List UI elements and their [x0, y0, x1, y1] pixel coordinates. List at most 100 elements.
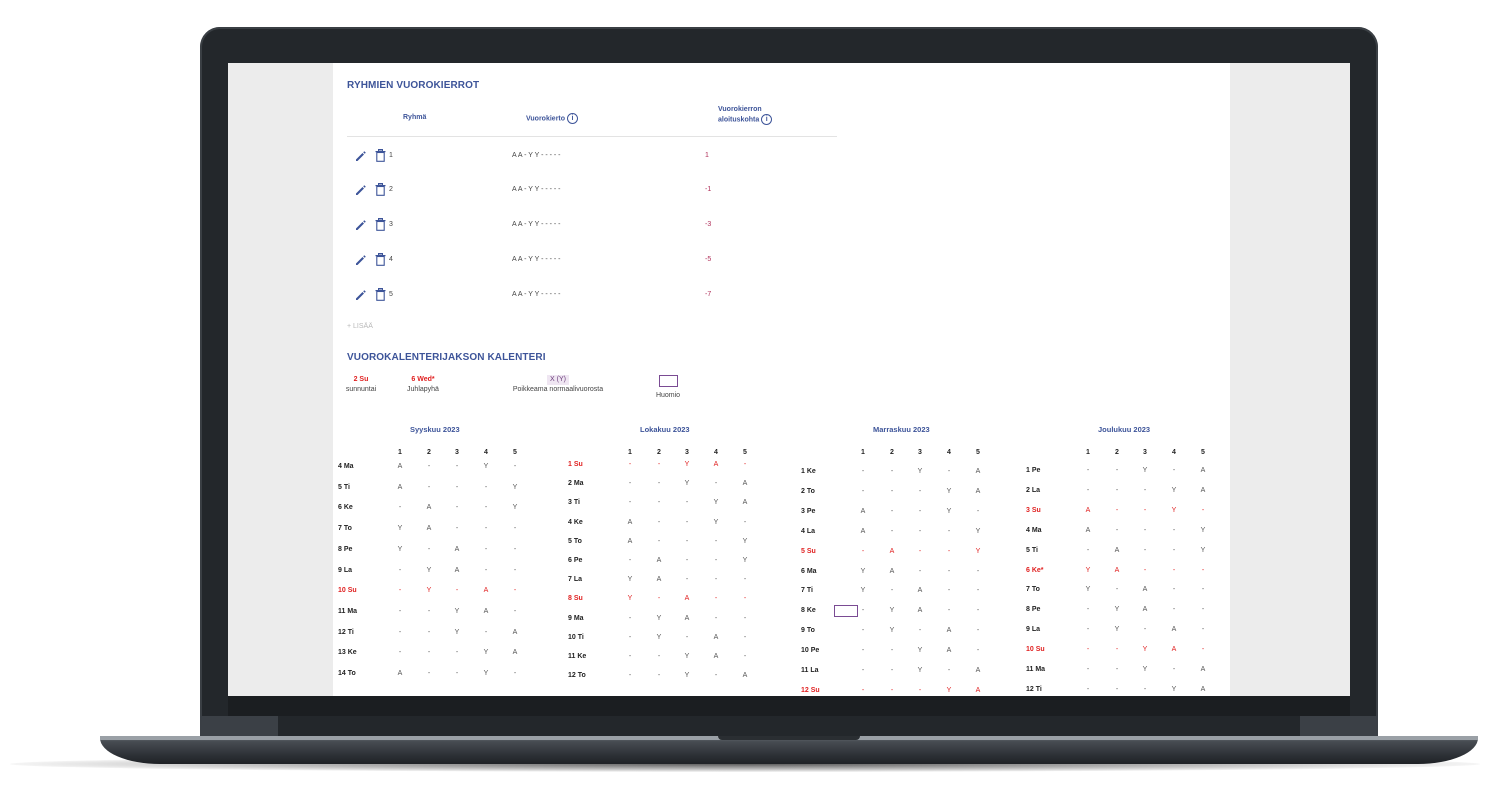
shift-cell[interactable]: -: [976, 507, 980, 515]
shift-cell[interactable]: A: [860, 507, 866, 515]
shift-cell[interactable]: -: [890, 647, 894, 655]
shift-cell[interactable]: -: [976, 607, 980, 615]
shift-cell[interactable]: -: [861, 647, 865, 655]
shift-cell[interactable]: -: [1115, 666, 1119, 673]
shift-cell[interactable]: -: [976, 627, 980, 635]
shift-cell[interactable]: -: [947, 527, 951, 535]
shift-cell[interactable]: -: [947, 547, 951, 555]
shift-cell[interactable]: -: [1143, 546, 1147, 554]
shift-cell[interactable]: -: [484, 566, 488, 574]
shift-cell[interactable]: -: [1143, 486, 1147, 494]
shift-cell[interactable]: -: [657, 499, 661, 507]
shift-cell[interactable]: -: [890, 527, 894, 535]
shift-cell[interactable]: A: [946, 627, 952, 635]
shift-cell[interactable]: -: [714, 480, 718, 488]
shift-cell[interactable]: Y: [426, 587, 432, 595]
shift-cell[interactable]: -: [890, 686, 894, 694]
shift-cell[interactable]: -: [890, 587, 894, 595]
shift-cell[interactable]: A: [1200, 486, 1206, 494]
shift-cell[interactable]: -: [918, 507, 922, 515]
shift-cell[interactable]: -: [484, 628, 488, 636]
shift-cell[interactable]: Y: [454, 628, 460, 636]
shift-cell[interactable]: A: [1114, 566, 1120, 574]
shift-cell[interactable]: A: [1114, 546, 1120, 554]
shift-cell[interactable]: -: [685, 557, 689, 564]
shift-cell[interactable]: -: [1115, 526, 1119, 534]
shift-cell[interactable]: -: [947, 468, 951, 475]
shift-cell[interactable]: -: [657, 480, 661, 488]
shift-cell[interactable]: Y: [713, 499, 719, 507]
shift-cell[interactable]: -: [890, 487, 894, 495]
shift-cell[interactable]: A: [397, 483, 403, 491]
shift-cell[interactable]: -: [1143, 566, 1147, 574]
shift-cell[interactable]: -: [685, 499, 689, 507]
shift-cell[interactable]: A: [684, 614, 690, 622]
shift-cell[interactable]: -: [1086, 685, 1090, 693]
shift-cell[interactable]: A: [1200, 666, 1206, 673]
shift-cell[interactable]: -: [714, 537, 718, 545]
shift-cell[interactable]: -: [1115, 506, 1119, 514]
shift-cell[interactable]: Y: [742, 557, 748, 564]
shift-cell[interactable]: Y: [975, 527, 981, 535]
shift-cell[interactable]: A: [1142, 586, 1148, 594]
shift-cell[interactable]: A: [627, 518, 633, 526]
shift-cell[interactable]: Y: [627, 576, 633, 584]
shift-cell[interactable]: Y: [483, 649, 489, 657]
shift-cell[interactable]: A: [1171, 646, 1177, 654]
shift-cell[interactable]: Y: [1171, 685, 1177, 693]
shift-cell[interactable]: -: [427, 628, 431, 636]
shift-cell[interactable]: -: [628, 461, 632, 468]
shift-cell[interactable]: A: [713, 633, 719, 641]
shift-cell[interactable]: -: [513, 566, 517, 574]
shift-cell[interactable]: Y: [483, 463, 489, 470]
shift-cell[interactable]: A: [1200, 685, 1206, 693]
shift-cell[interactable]: -: [714, 672, 718, 680]
shift-cell[interactable]: -: [890, 667, 894, 674]
shift-cell[interactable]: A: [889, 547, 895, 555]
shift-cell[interactable]: -: [1172, 666, 1176, 673]
shift-cell[interactable]: -: [743, 614, 747, 622]
shift-cell[interactable]: A: [713, 461, 719, 468]
shift-cell[interactable]: A: [684, 595, 690, 603]
shift-cell[interactable]: Y: [684, 480, 690, 488]
shift-cell[interactable]: -: [714, 557, 718, 564]
shift-cell[interactable]: A: [454, 566, 460, 574]
shift-cell[interactable]: -: [455, 463, 459, 470]
shift-cell[interactable]: -: [918, 567, 922, 575]
shift-cell[interactable]: -: [513, 607, 517, 615]
shift-cell[interactable]: -: [743, 633, 747, 641]
shift-cell[interactable]: -: [947, 587, 951, 595]
shift-cell[interactable]: -: [1172, 526, 1176, 534]
shift-cell[interactable]: Y: [684, 672, 690, 680]
shift-cell[interactable]: -: [657, 595, 661, 603]
shift-cell[interactable]: -: [657, 672, 661, 680]
shift-cell[interactable]: -: [427, 483, 431, 491]
shift-cell[interactable]: -: [1172, 546, 1176, 554]
shift-cell[interactable]: -: [427, 649, 431, 657]
shift-cell[interactable]: Y: [483, 670, 489, 677]
shift-cell[interactable]: Y: [684, 653, 690, 660]
shift-cell[interactable]: -: [685, 518, 689, 526]
shift-cell[interactable]: Y: [1142, 646, 1148, 654]
shift-cell[interactable]: -: [861, 547, 865, 555]
shift-cell[interactable]: Y: [454, 607, 460, 615]
shift-cell[interactable]: -: [743, 461, 747, 468]
shift-cell[interactable]: -: [1201, 606, 1205, 614]
shift-cell[interactable]: -: [628, 499, 632, 507]
shift-cell[interactable]: -: [1201, 506, 1205, 514]
info-icon[interactable]: i: [567, 113, 579, 124]
shift-cell[interactable]: -: [1201, 646, 1205, 654]
shift-cell[interactable]: A: [742, 672, 748, 680]
shift-cell[interactable]: -: [947, 607, 951, 615]
shift-cell[interactable]: -: [685, 576, 689, 584]
shift-cell[interactable]: -: [455, 525, 459, 533]
shift-cell[interactable]: -: [976, 647, 980, 655]
shift-cell[interactable]: A: [656, 576, 662, 584]
shift-cell[interactable]: -: [513, 587, 517, 595]
trash-icon[interactable]: [375, 149, 386, 162]
shift-cell[interactable]: -: [513, 463, 517, 470]
shift-cell[interactable]: -: [1086, 606, 1090, 614]
shift-cell[interactable]: -: [1201, 626, 1205, 634]
shift-cell[interactable]: -: [657, 518, 661, 526]
shift-cell[interactable]: -: [714, 614, 718, 622]
